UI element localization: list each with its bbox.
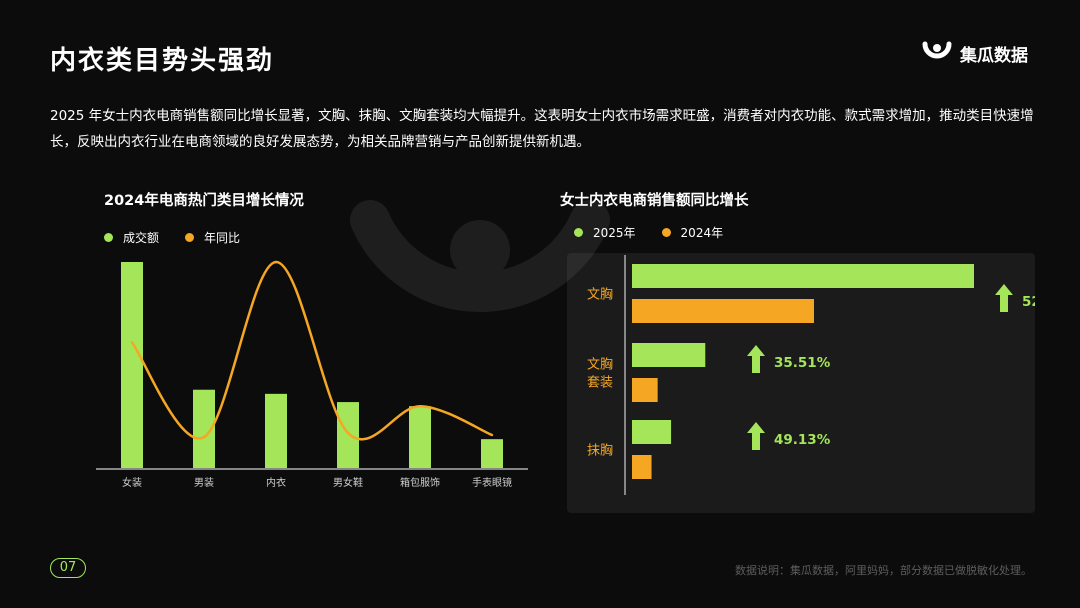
- data-source-note: 数据说明：集瓜数据，阿里妈妈，部分数据已做脱敏化处理。: [735, 564, 1032, 577]
- page-number-badge: 07: [50, 558, 86, 578]
- left-chart: 女装 男装 内衣 男女鞋 箱包服饰 手表眼镜: [96, 260, 528, 489]
- growth-rate-label-0: 52.03%: [1022, 294, 1035, 310]
- legend-label-turnover: 成交额: [123, 231, 160, 245]
- right-chart-legend: 2025年 2024年: [574, 224, 749, 241]
- y-category-label-2-0: 抹胸: [587, 444, 613, 459]
- line-yoy: [130, 260, 493, 441]
- point-yoy-4: [418, 405, 422, 408]
- bar-turnover-3: [337, 402, 359, 468]
- brand-name: 集瓜数据: [960, 45, 1028, 66]
- point-yoy-1: [202, 435, 206, 439]
- legend-item-2024: 2024年: [661, 224, 724, 241]
- growth-rate-label-1: 35.51%: [774, 355, 831, 371]
- point-yoy-3: [346, 431, 350, 435]
- point-yoy-5: [490, 433, 494, 437]
- legend-label-2025: 2025年: [593, 226, 636, 240]
- growth-arrow-up-icon-0: [995, 284, 1013, 312]
- x-tick-label-3: 男女鞋: [333, 476, 363, 489]
- left-chart-title: 2024年电商热门类目增长情况: [104, 193, 304, 209]
- bar-2024-1: [632, 378, 658, 402]
- legend-dot-orange: [185, 233, 195, 242]
- bar-2025-2: [632, 420, 672, 444]
- legend-dot-green: [104, 233, 113, 242]
- legend-item-turnover: 成交额: [104, 229, 159, 246]
- y-category-label-0-0: 文胸: [587, 288, 613, 303]
- x-tick-label-2: 内衣: [266, 476, 286, 489]
- left-chart-legend: 成交额 年同比: [104, 229, 266, 246]
- bar-2024-2: [632, 455, 652, 479]
- point-yoy-0: [130, 341, 134, 344]
- growth-rate-label-2: 49.13%: [774, 432, 831, 448]
- growth-arrow-up-icon-2: [747, 422, 765, 450]
- intro-paragraph: 2025 年女士内衣电商销售额同比增长显著，文胸、抹胸、文胸套装均大幅提升。这表…: [50, 108, 1034, 150]
- bar-2025-0: [632, 264, 974, 288]
- watermark-melon-icon: [350, 200, 610, 312]
- legend-item-2025: 2025年: [574, 224, 636, 241]
- legend-dot-orange: [661, 228, 671, 237]
- x-tick-label-4: 箱包服饰: [400, 476, 440, 489]
- bar-turnover-0: [121, 262, 143, 468]
- legend-label-yoy: 年同比: [204, 231, 241, 245]
- legend-label-2024: 2024年: [680, 226, 724, 240]
- x-tick-label-0: 女装: [122, 476, 142, 489]
- y-category-label-1-0: 文胸: [587, 358, 613, 373]
- bar-turnover-2: [265, 393, 287, 468]
- x-tick-label-5: 手表眼镜: [472, 476, 512, 489]
- point-yoy-2: [274, 260, 278, 264]
- bar-2024-0: [632, 299, 814, 323]
- brand-logo: 集瓜数据: [922, 40, 1028, 66]
- y-category-label-1-1: 套装: [587, 375, 613, 391]
- growth-arrow-up-icon-1: [747, 345, 765, 373]
- bar-turnover-1: [193, 389, 215, 468]
- right-chart-title: 女士内衣电商销售额同比增长: [560, 193, 749, 209]
- bar-turnover-5: [481, 439, 503, 468]
- page-title: 内衣类目势头强劲: [50, 46, 275, 76]
- legend-dot-green: [574, 228, 583, 237]
- bar-turnover-4: [409, 406, 431, 468]
- legend-item-yoy: 年同比: [185, 229, 240, 246]
- right-chart: 文胸 52.03% 文胸套装 35.51% 抹胸 49.13%: [587, 255, 1035, 495]
- bar-2025-1: [632, 343, 706, 367]
- brand-melon-icon: [922, 41, 952, 59]
- x-tick-label-1: 男装: [194, 476, 214, 489]
